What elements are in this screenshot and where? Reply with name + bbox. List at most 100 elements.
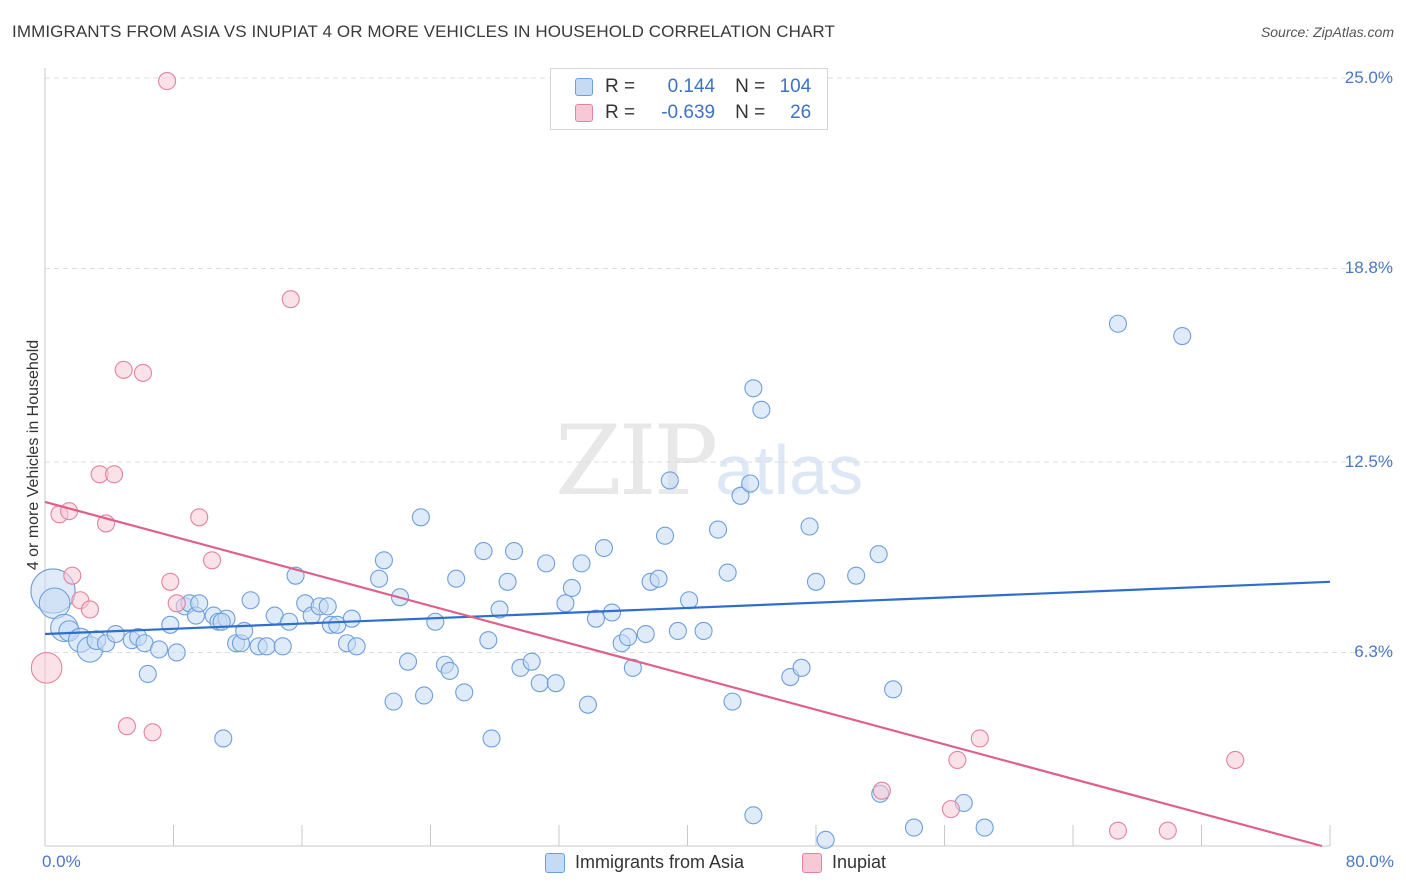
series-legend: Immigrants from Asia Inupiat [0, 852, 1406, 878]
legend-label-asia: Immigrants from Asia [575, 852, 745, 872]
data-point [161, 572, 180, 591]
legend-item-inupiat: Inupiat [802, 852, 886, 873]
data-point [752, 400, 771, 419]
data-point [241, 591, 260, 610]
data-point [281, 290, 300, 309]
data-point [384, 692, 403, 711]
data-point [562, 578, 581, 598]
y-tick-label: 18.8% [1344, 258, 1393, 278]
data-point [257, 637, 276, 656]
data-point [203, 551, 222, 570]
data-point [948, 750, 967, 770]
data-point [556, 594, 575, 613]
data-point [161, 615, 180, 634]
data-point [872, 781, 891, 800]
legend-item-asia: Immigrants from Asia [545, 852, 744, 873]
data-point [975, 818, 994, 837]
data-point [586, 609, 605, 628]
data-point [370, 569, 389, 588]
data-point [537, 554, 556, 573]
legend-r-value-inupiat: -0.639 [661, 102, 716, 123]
data-point [869, 545, 888, 564]
data-point [602, 603, 622, 622]
trend-line-inupiat [44, 500, 1323, 848]
data-point [1158, 821, 1177, 840]
data-point [63, 566, 82, 585]
data-point [455, 683, 474, 702]
data-point [694, 621, 713, 641]
data-point [619, 628, 638, 647]
axes [44, 68, 1331, 847]
data-point [572, 554, 591, 573]
data-point [143, 723, 162, 742]
legend-label-inupiat: Inupiat [832, 852, 887, 872]
zipatlas-watermark: ZIPatlas [555, 405, 864, 517]
data-point [30, 651, 63, 684]
data-point [1173, 326, 1192, 346]
data-point [806, 572, 826, 591]
data-point [214, 729, 233, 748]
data-point [904, 818, 924, 837]
data-point [273, 637, 292, 656]
data-point [546, 674, 565, 693]
data-point [498, 572, 517, 591]
series-points-inupiat [30, 72, 1245, 840]
data-point [138, 664, 157, 684]
data-point [190, 594, 209, 613]
data-point [1108, 821, 1128, 840]
data-point [133, 363, 153, 382]
y-tick-label: 25.0% [1344, 68, 1393, 87]
data-point [884, 680, 903, 699]
data-point [167, 594, 186, 613]
data-point [374, 551, 393, 570]
chart-title: IMMIGRANTS FROM ASIA VS INUPIAT 4 OR MOR… [12, 22, 835, 41]
x-tick-label: 0.0% [42, 852, 81, 871]
data-point [490, 600, 509, 619]
data-point [318, 597, 337, 616]
data-point [668, 621, 687, 641]
grid-lines [45, 77, 1395, 653]
data-point [741, 474, 760, 493]
data-point [744, 379, 763, 398]
data-point [800, 517, 819, 536]
legend-row-inupiat: R = -0.639 N = 26 [575, 102, 811, 124]
data-point [636, 624, 655, 644]
data-point [440, 661, 459, 680]
legend-swatch-asia [575, 78, 593, 96]
data-point [105, 465, 124, 484]
data-point [411, 508, 430, 527]
data-point [744, 806, 763, 825]
legend-r-value-asia: 0.144 [667, 76, 716, 97]
legend-n-value-inupiat: 26 [790, 102, 812, 123]
data-point [114, 360, 133, 379]
data-point [117, 717, 136, 736]
data-point [649, 569, 668, 588]
data-point [80, 600, 100, 619]
legend-r-label-inupiat: R = [605, 102, 636, 123]
legend-n-label-asia: N = [735, 76, 766, 97]
data-point [426, 612, 445, 631]
data-point [415, 686, 434, 705]
data-point [680, 591, 699, 610]
data-point [970, 729, 989, 748]
data-point [718, 563, 737, 582]
data-point [1108, 314, 1128, 333]
legend-n-value-asia: 104 [779, 76, 812, 97]
data-point [594, 538, 614, 558]
data-point [106, 624, 125, 644]
data-point [474, 542, 493, 561]
legend-r-label-asia: R = [605, 76, 636, 97]
data-point [479, 631, 498, 650]
data-point [158, 72, 177, 91]
data-point [447, 569, 466, 588]
stats-legend: R = 0.144 N = 104 R = -0.639 N = 26 [550, 68, 828, 130]
data-point [522, 652, 541, 671]
data-point [280, 612, 299, 631]
data-point [941, 800, 960, 819]
data-point [723, 692, 742, 711]
data-point [660, 471, 679, 490]
legend-swatch-asia-bottom [545, 852, 565, 873]
data-point [792, 658, 811, 677]
legend-swatch-inupiat-bottom [802, 852, 822, 873]
data-point [482, 729, 501, 748]
